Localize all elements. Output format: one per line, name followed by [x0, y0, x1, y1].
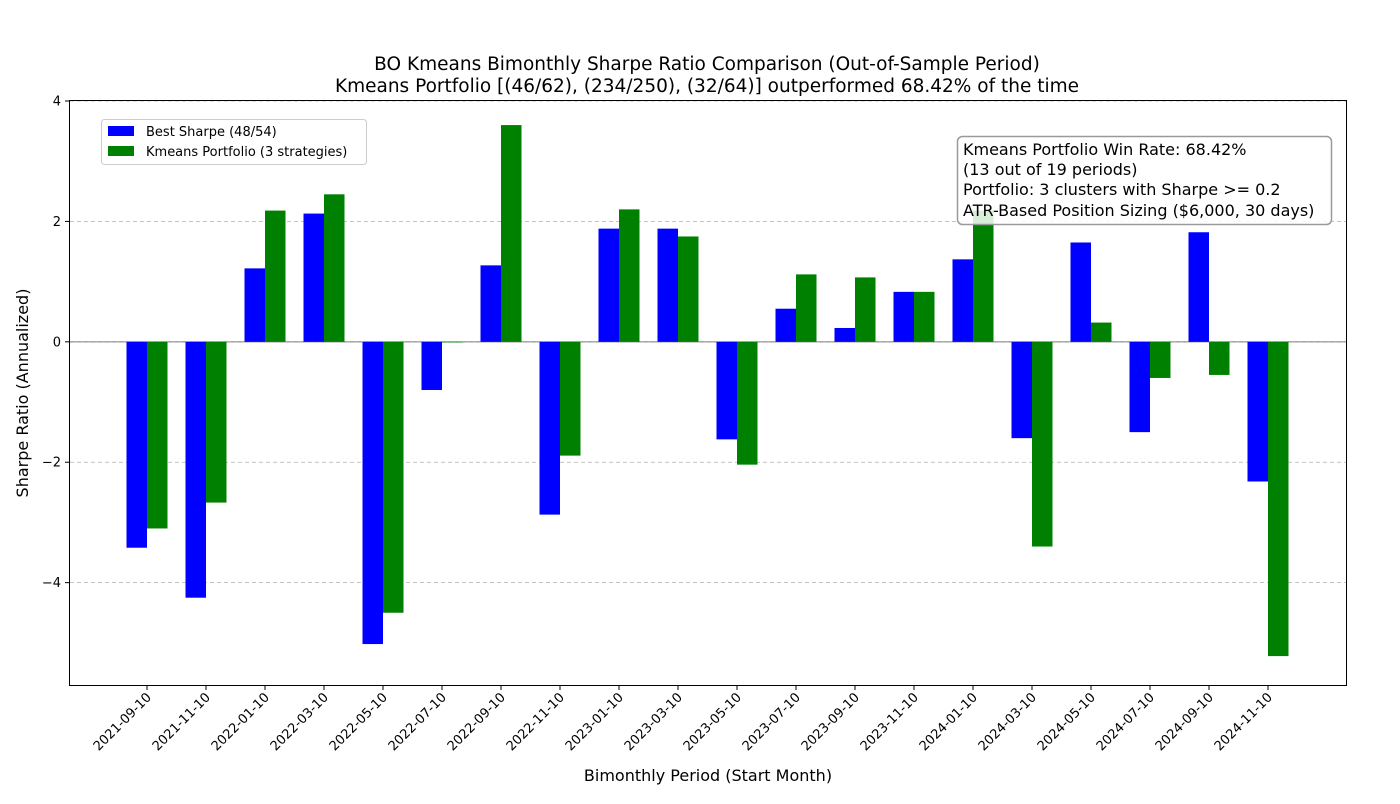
annotation-line-win-rate: Kmeans Portfolio Win Rate: 68.42% [963, 140, 1247, 159]
bar-kmeans-portfolio-2022-05-10 [383, 341, 404, 613]
bar-best-sharpe-2023-05-10 [716, 341, 737, 440]
bar-best-sharpe-2022-11-10 [539, 341, 560, 515]
bar-best-sharpe-2024-09-10 [1188, 232, 1209, 342]
bar-kmeans-portfolio-2024-07-10 [1150, 341, 1171, 378]
legend-label-kmeans-portfolio: Kmeans Portfolio (3 strategies) [146, 145, 347, 160]
bar-kmeans-portfolio-2023-11-10 [914, 291, 935, 342]
bar-best-sharpe-2023-01-10 [598, 228, 619, 342]
bar-kmeans-portfolio-2021-09-10 [147, 341, 168, 529]
bar-kmeans-portfolio-2022-09-10 [501, 125, 522, 342]
bar-kmeans-portfolio-2023-03-10 [678, 236, 699, 342]
y-tick-label: −2 [42, 456, 61, 471]
bar-best-sharpe-2024-11-10 [1247, 341, 1268, 482]
bar-kmeans-portfolio-2024-01-10 [973, 210, 994, 342]
bar-best-sharpe-2022-03-10 [303, 213, 324, 342]
bar-best-sharpe-2022-07-10 [421, 341, 442, 390]
y-tick-label: −4 [42, 576, 61, 591]
bar-kmeans-portfolio-2024-09-10 [1209, 341, 1230, 375]
bars [126, 125, 1289, 657]
bar-kmeans-portfolio-2024-11-10 [1268, 341, 1289, 657]
bar-kmeans-portfolio-2021-11-10 [206, 341, 227, 503]
bar-best-sharpe-2023-09-10 [834, 327, 855, 342]
legend-label-best-sharpe: Best Sharpe (48/54) [146, 125, 277, 140]
bar-kmeans-portfolio-2023-01-10 [619, 209, 640, 342]
bar-best-sharpe-2024-01-10 [952, 259, 973, 342]
bar-best-sharpe-2022-05-10 [362, 341, 383, 645]
bar-kmeans-portfolio-2023-05-10 [737, 341, 758, 465]
legend-swatch-kmeans-portfolio [108, 146, 134, 156]
bar-kmeans-portfolio-2022-03-10 [324, 194, 345, 342]
bar-kmeans-portfolio-2024-03-10 [1032, 341, 1053, 547]
y-tick-label: 4 [53, 95, 61, 110]
y-axis-label: Sharpe Ratio (Annualized) [13, 289, 32, 498]
bar-kmeans-portfolio-2023-09-10 [855, 277, 876, 342]
annotation-line-sizing: ATR-Based Position Sizing ($6,000, 30 da… [963, 201, 1314, 220]
bar-best-sharpe-2021-09-10 [126, 341, 147, 548]
bar-best-sharpe-2022-09-10 [480, 265, 501, 342]
legend: Best Sharpe (48/54) Kmeans Portfolio (3 … [101, 119, 367, 165]
annotation-frame [956, 135, 1333, 226]
annotation-box: Kmeans Portfolio Win Rate: 68.42% (13 ou… [956, 135, 1333, 226]
y-axis-ticks: −4 −2 0 2 4 [42, 95, 70, 591]
bar-best-sharpe-2023-07-10 [775, 308, 796, 342]
legend-swatch-best-sharpe [108, 126, 134, 136]
plot-frame [69, 100, 1347, 686]
bar-kmeans-portfolio-2022-01-10 [265, 210, 286, 342]
annotation-line-periods: (13 out of 19 periods) [963, 160, 1137, 179]
bar-best-sharpe-2023-11-10 [893, 291, 914, 342]
legend-box [101, 119, 367, 165]
bar-best-sharpe-2021-11-10 [185, 341, 206, 598]
bar-best-sharpe-2024-03-10 [1011, 341, 1032, 439]
annotation-line-clusters: Portfolio: 3 clusters with Sharpe >= 0.2 [963, 180, 1281, 199]
bar-kmeans-portfolio-2023-07-10 [796, 274, 817, 342]
x-axis-label: Bimonthly Period (Start Month) [584, 766, 832, 785]
bar-best-sharpe-2024-05-10 [1070, 242, 1091, 342]
bar-best-sharpe-2022-01-10 [244, 268, 265, 342]
bar-best-sharpe-2023-03-10 [657, 228, 678, 342]
bar-best-sharpe-2024-07-10 [1129, 341, 1150, 433]
chart-title: BO Kmeans Bimonthly Sharpe Ratio Compari… [374, 54, 1040, 75]
chart-subtitle: Kmeans Portfolio [(46/62), (234/250), (3… [335, 76, 1079, 97]
y-tick-label: 0 [53, 335, 61, 350]
bar-kmeans-portfolio-2024-05-10 [1091, 322, 1112, 342]
bar-kmeans-portfolio-2022-07-10 [442, 341, 463, 343]
y-tick-label: 2 [53, 215, 61, 230]
bar-kmeans-portfolio-2022-11-10 [560, 341, 581, 456]
